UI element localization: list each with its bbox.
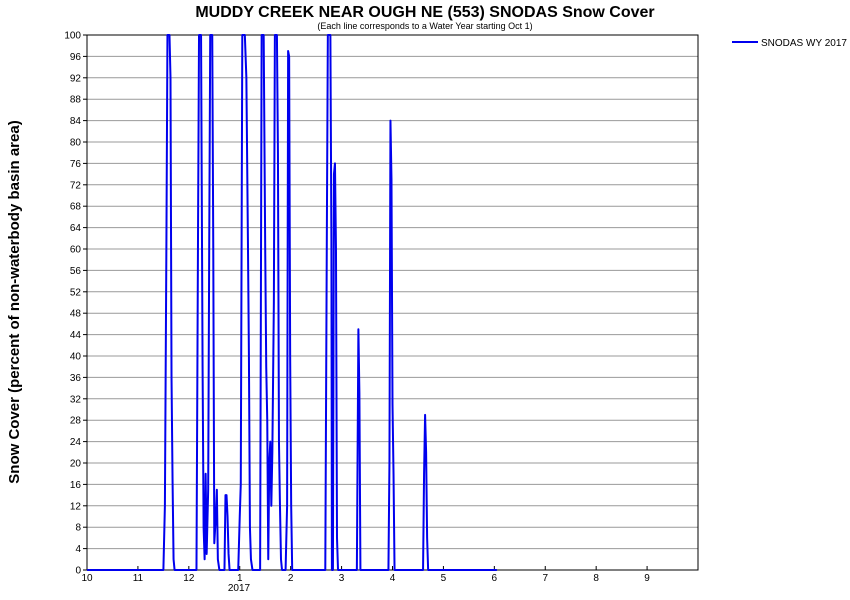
y-tick-label: 68	[70, 202, 82, 213]
y-tick-label: 28	[70, 416, 82, 427]
series-lines	[87, 34, 497, 571]
y-tick-label: 20	[70, 459, 82, 470]
x-tick-label: 10	[81, 573, 93, 584]
x-tick-label: 4	[390, 573, 396, 584]
x-tick-label: 6	[492, 573, 498, 584]
x-axis-ticks: 10 11 12 1 2 3 4 5 6 7 8 9	[81, 566, 650, 584]
x-tick-label: 3	[339, 573, 345, 584]
y-tick-label: 88	[70, 95, 82, 106]
y-tick-label: 36	[70, 373, 82, 384]
legend-label: SNODAS WY 2017	[761, 38, 847, 49]
y-tick-label: 84	[70, 116, 82, 127]
x-tick-label: 1	[237, 573, 243, 584]
y-tick-label: 76	[70, 159, 82, 170]
series-line	[87, 34, 497, 571]
y-tick-label: 40	[70, 352, 82, 363]
y-tick-label: 56	[70, 266, 82, 277]
y-axis-ticks: 0481216202428323640444852566064687276808…	[64, 31, 87, 577]
legend: SNODAS WY 2017	[732, 38, 847, 49]
y-tick-label: 80	[70, 138, 82, 149]
y-tick-label: 32	[70, 394, 82, 405]
y-tick-label: 16	[70, 480, 82, 491]
y-tick-label: 12	[70, 501, 82, 512]
y-tick-label: 100	[64, 31, 81, 42]
y-axis-label: Snow Cover (percent of non-waterbody bas…	[6, 120, 23, 483]
y-tick-label: 60	[70, 245, 82, 256]
x-axis-year-label: 2017	[228, 583, 251, 594]
y-tick-label: 48	[70, 309, 82, 320]
y-tick-label: 96	[70, 52, 82, 63]
x-tick-label: 8	[593, 573, 599, 584]
y-tick-label: 0	[75, 566, 81, 577]
x-tick-label: 9	[644, 573, 650, 584]
y-tick-label: 92	[70, 73, 82, 84]
y-tick-label: 44	[70, 330, 82, 341]
y-tick-label: 72	[70, 180, 82, 191]
x-tick-label: 7	[542, 573, 548, 584]
x-tick-label: 11	[133, 573, 144, 584]
x-tick-label: 2	[288, 573, 294, 584]
x-tick-label: 5	[441, 573, 447, 584]
y-tick-label: 4	[75, 544, 81, 555]
y-tick-label: 8	[75, 523, 81, 534]
x-tick-label: 12	[183, 573, 195, 584]
y-tick-label: 64	[70, 223, 82, 234]
y-tick-label: 24	[70, 437, 82, 448]
chart-subtitle: (Each line corresponds to a Water Year s…	[317, 21, 532, 31]
y-tick-label: 52	[70, 287, 82, 298]
chart-title: MUDDY CREEK NEAR OUGH NE (553) SNODAS Sn…	[195, 4, 654, 21]
